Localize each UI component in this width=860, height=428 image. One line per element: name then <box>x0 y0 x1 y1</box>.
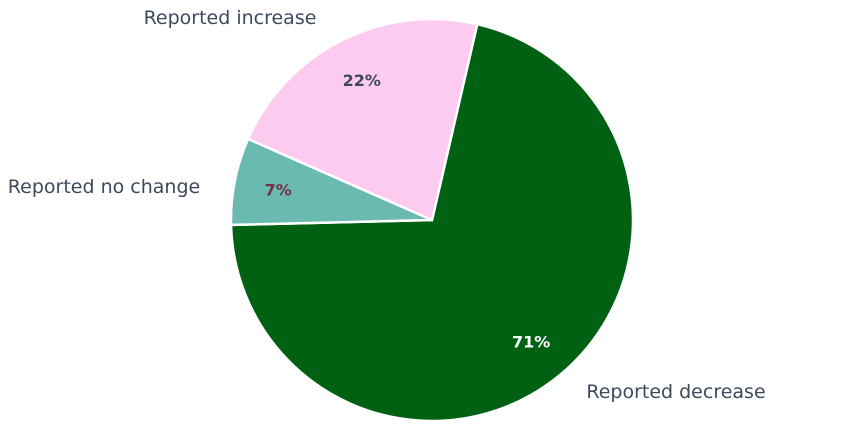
pie-slice-reported-decrease <box>229 22 635 423</box>
slice-category-label-reported-no-change: Reported no change <box>8 176 200 198</box>
pie-slice-reported-increase <box>246 17 479 222</box>
slice-category-label-reported-decrease: Reported decrease <box>586 381 765 403</box>
slice-category-label-reported-increase: Reported increase <box>144 7 317 29</box>
slice-percent-label-reported-increase: 22% <box>343 71 381 90</box>
slice-percent-label-reported-decrease: 71% <box>512 332 550 351</box>
slice-percent-label-reported-no-change: 7% <box>265 181 292 200</box>
